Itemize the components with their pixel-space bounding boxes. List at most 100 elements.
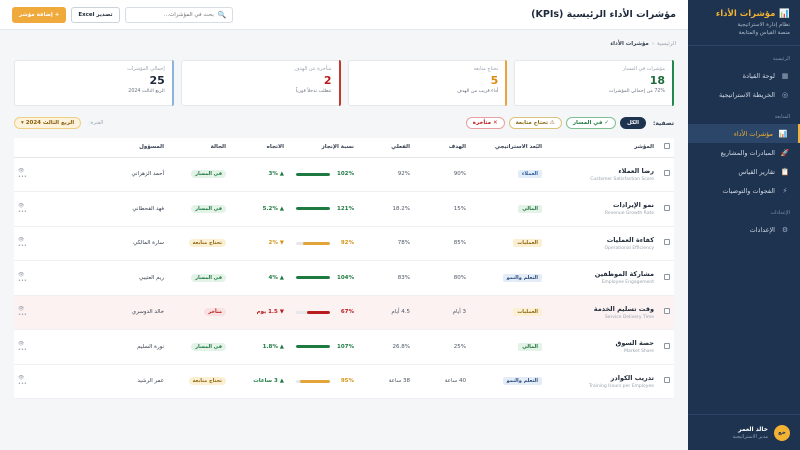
table-row[interactable]: رضا العملاء Customer Satisfaction Score … [14,157,674,192]
dimension-tag: المالي [518,204,542,213]
kpi-name[interactable]: كفاءة العمليات [606,235,654,244]
filter-on-track-chip[interactable]: ✓ في المسار [565,117,616,129]
header-achievement[interactable]: نسبة الإنجاز [321,144,354,151]
filter-late-chip[interactable]: ✕ متأخرة [465,117,505,129]
row-checkbox[interactable] [664,239,670,246]
achievement-bar-fill [296,207,330,211]
table-row[interactable]: مشاركة الموظفين Employee Engagement التع… [14,261,674,295]
achievement-bar [296,207,330,211]
dimension-tag: العملاء [517,170,542,179]
more-icon[interactable]: ••• [18,346,27,353]
target-value: 85% [453,240,466,247]
export-excel-button[interactable]: تصدير Excel [71,6,120,23]
kpi-name[interactable]: حصة السوق [615,339,654,348]
search-input[interactable] [130,11,214,18]
kpi-name[interactable]: مشاركة الموظفين [594,270,654,279]
kpi-name[interactable]: رضا العملاء [618,166,654,175]
owner-name: سارة المالكي [133,240,164,247]
sidebar-item-kpis[interactable]: 📊 مؤشرات الأداء [688,124,800,143]
header-status[interactable]: الحالة [210,144,226,151]
dimension-tag: العمليات [513,308,542,317]
kpi-english-name: Service Delivery Time [604,314,654,320]
filter-attention-chip[interactable]: ⚠ تحتاج متابعة [508,117,562,129]
sidebar-item-settings[interactable]: ⚙ الإعدادات [749,225,789,234]
achievement-cell: 102% [292,171,354,177]
row-checkbox[interactable] [664,273,670,280]
owner-name: نورة السليم [137,343,164,350]
row-checkbox[interactable] [664,308,670,315]
breadcrumb-current: مؤشرات الأداء [610,41,649,47]
view-icon[interactable]: 👁 [18,271,25,278]
trend-value: ▼ 2% [268,240,285,247]
kpi-english-name: Market Share [624,349,654,355]
achievement-cell: 104% [292,275,354,281]
breadcrumb-root[interactable]: الرئيسية [657,41,676,47]
status-badge: في المسار [191,170,226,179]
view-icon[interactable]: 👁 [18,340,25,347]
select-all-checkbox[interactable] [664,143,670,150]
row-checkbox[interactable] [664,342,670,349]
row-checkbox[interactable] [664,377,670,384]
top-actions: 🔍 تصدير Excel + إضافة مؤشر [12,6,233,23]
target-value: 25% [453,343,466,350]
more-icon[interactable]: ••• [18,208,27,215]
owner-name: أحمد الزهراني [131,171,164,178]
header-actual[interactable]: الفعلي [391,144,410,151]
card-value: 25 [149,74,165,87]
dimension-tag: التعلم والنمو [502,273,542,282]
achievement-bar-fill [302,241,330,245]
header-trend[interactable]: الاتجاه [266,144,284,151]
avatar: خع [774,424,790,441]
table-row[interactable]: نمو الإيرادات Revenue Growth Rate المالي… [14,192,674,226]
row-actions: 👁 ••• [18,168,66,180]
filter-all-chip[interactable]: الكل [619,117,647,129]
user-profile[interactable]: خع خالد العمر مدير الاستراتيجية [688,414,800,450]
view-icon[interactable]: 👁 [18,202,25,209]
sidebar-item-reports[interactable]: 📋 تقارير القياس [738,167,790,176]
header-target[interactable]: الهدف [448,144,466,151]
filter-label: تصفية: [653,119,674,127]
achievement-bar-fill [296,276,330,280]
search-icon: 🔍 [217,10,227,19]
kpi-english-name: Training Hours per Employee [589,383,654,389]
card-value: 5 [490,74,499,87]
table-row[interactable]: كفاءة العمليات Operational Efficiency ال… [14,226,674,261]
header-kpi[interactable]: المؤشر [634,144,654,151]
sidebar-item-gaps[interactable]: ⚡ الفجوات والتوصيات [688,181,800,200]
add-kpi-button[interactable]: + إضافة مؤشر [12,6,67,23]
filter-bar: تصفية: الكل ✓ في المسار ⚠ تحتاج متابعة ✕… [0,116,688,130]
view-icon[interactable]: 👁 [18,306,25,313]
kpi-name[interactable]: نمو الإيرادات [612,201,654,210]
target-value: 15% [453,205,466,212]
table-row[interactable]: حصة السوق Market Share المالي 25% 26.8% … [14,330,674,364]
more-icon[interactable]: ••• [18,243,27,250]
achievement-percent: 107% [337,343,354,350]
page-title: مؤشرات الأداء الرئيسية (KPIs) [531,9,676,20]
more-icon[interactable]: ••• [18,381,27,388]
sidebar-item-initiatives[interactable]: 🚀 المبادرات والمشاريع [720,148,790,157]
header-owner[interactable]: المسؤول [139,144,164,151]
kpi-name[interactable]: وقت تسليم الخدمة [593,304,654,313]
period-select[interactable]: الربع الثالث 2024 ▾ [14,117,82,129]
row-actions: 👁 ••• [18,341,66,353]
trend-value: ▼ 1.5 يوم [256,309,284,316]
brand: 📊 مؤشرات الأداء نظام إدارة الاستراتيجية … [688,0,800,46]
table-row[interactable]: وقت تسليم الخدمة Service Delivery Time ا… [14,295,674,330]
kpi-name[interactable]: تدريب الكوادر [610,373,654,382]
header-dimension[interactable]: البُعد الاستراتيجي [494,144,542,151]
more-icon[interactable]: ••• [18,277,27,284]
card-total: إجمالي المؤشرات 25 الربع الثالث 2024 [14,60,174,106]
row-checkbox[interactable] [664,204,670,211]
view-icon[interactable]: 👁 [18,237,25,244]
more-icon[interactable]: ••• [18,312,27,319]
search-box[interactable]: 🔍 [124,6,233,23]
row-checkbox[interactable] [664,170,670,177]
view-icon[interactable]: 👁 [18,375,25,382]
achievement-percent: 104% [337,274,354,281]
bolt-icon: ⚡ [782,186,788,195]
table-row[interactable]: تدريب الكوادر Training Hours per Employe… [14,364,674,399]
more-icon[interactable]: ••• [18,174,27,181]
view-icon[interactable]: 👁 [18,168,25,175]
sidebar-item-dashboard[interactable]: ▦ لوحة القيادة [742,71,789,80]
sidebar-item-strategy-map[interactable]: ◎ الخريطة الاستراتيجية [719,90,789,99]
